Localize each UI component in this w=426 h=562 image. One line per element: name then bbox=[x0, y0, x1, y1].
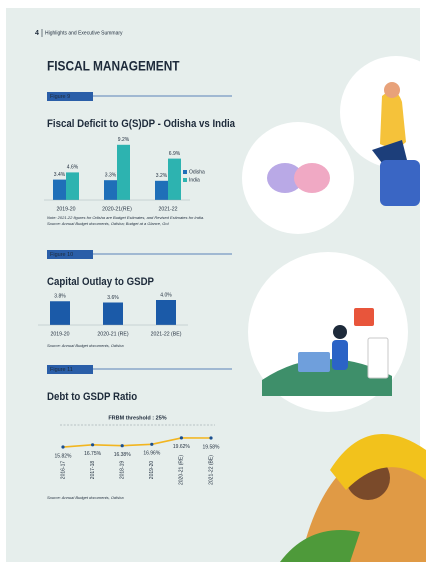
figure-band bbox=[47, 365, 93, 374]
x-tick-label: 2021-22 (BE) bbox=[151, 331, 182, 337]
figure-title: Fiscal Deficit to G(S)DP - Odisha vs Ind… bbox=[47, 118, 235, 130]
value-label: 19.62% bbox=[173, 444, 191, 450]
legend-label: Odisha bbox=[189, 169, 205, 175]
x-tick-label: 2019-20 bbox=[149, 461, 155, 480]
illustration-hill bbox=[262, 358, 392, 396]
x-tick-label: 2018-19 bbox=[120, 461, 126, 480]
bar bbox=[66, 172, 79, 200]
illustration-figure bbox=[380, 91, 406, 148]
threshold-label: FRBM threshold : 25% bbox=[108, 415, 166, 421]
data-point bbox=[61, 445, 65, 449]
x-tick-label: 2016-17 bbox=[60, 461, 66, 480]
value-label: 3.6% bbox=[107, 295, 119, 301]
header-section: Highlights and Executive Summary bbox=[45, 30, 123, 36]
bar bbox=[103, 302, 123, 325]
x-tick-label: 2019-20 bbox=[50, 331, 69, 337]
illustration-laptop bbox=[298, 352, 330, 372]
data-point bbox=[120, 444, 124, 448]
data-point bbox=[179, 436, 183, 440]
bar bbox=[117, 144, 130, 200]
bar bbox=[156, 300, 176, 325]
figure-label: Figure 10 bbox=[50, 252, 73, 258]
value-label: 19.58% bbox=[203, 444, 221, 450]
bar bbox=[53, 179, 66, 200]
illustration-head bbox=[333, 325, 347, 339]
illustration-head bbox=[384, 82, 400, 98]
figure-title: Debt to GSDP Ratio bbox=[47, 391, 137, 403]
page-heading: FISCAL MANAGEMENT bbox=[47, 58, 180, 74]
bar bbox=[155, 180, 168, 200]
bar bbox=[168, 158, 181, 200]
x-tick-label: 2020-21 (RE) bbox=[179, 455, 185, 485]
bar bbox=[50, 301, 70, 325]
value-label: 16.96% bbox=[143, 451, 161, 457]
x-tick-label: 2020-21(RE) bbox=[102, 206, 132, 212]
figure-band bbox=[47, 92, 93, 101]
figure-note: Source: Annual Budget documents, Odisha bbox=[47, 495, 124, 500]
legend-swatch bbox=[183, 170, 187, 174]
data-point bbox=[150, 442, 154, 446]
data-point bbox=[209, 436, 213, 440]
illustration-body bbox=[332, 340, 348, 370]
illustration-brain bbox=[294, 163, 330, 193]
illustration-board bbox=[367, 337, 389, 379]
figure-band bbox=[47, 250, 93, 259]
figure-note: Note: 2021-22 figures for Odisha are Bud… bbox=[47, 215, 204, 220]
figure-label: Figure 11 bbox=[50, 367, 73, 373]
value-label: 4.0% bbox=[160, 292, 172, 298]
illustration-device bbox=[380, 160, 420, 206]
value-label: 3.4% bbox=[54, 172, 66, 178]
value-label: 3.3% bbox=[105, 173, 117, 179]
legend-label: India bbox=[189, 177, 200, 183]
value-label: 3.2% bbox=[156, 173, 168, 179]
value-label: 3.8% bbox=[54, 294, 66, 300]
value-label: 16.38% bbox=[114, 452, 132, 458]
x-tick-label: 2019-20 bbox=[56, 206, 75, 212]
x-tick-label: 2020-21 (RE) bbox=[97, 331, 128, 337]
bar bbox=[104, 180, 117, 200]
illustration-scarf bbox=[330, 434, 426, 490]
figure-note: Source: Annual Budget documents, Odisha bbox=[47, 343, 124, 348]
value-label: 15.82% bbox=[55, 453, 73, 459]
value-label: 16.75% bbox=[84, 451, 102, 457]
x-tick-label: 2021-22 (BE) bbox=[208, 455, 214, 485]
value-label: 6.9% bbox=[169, 151, 181, 157]
illustration-brain bbox=[267, 163, 303, 193]
x-tick-label: 2017-18 bbox=[90, 461, 96, 480]
illustration-leaf bbox=[280, 530, 360, 562]
page-number: 4 bbox=[35, 30, 39, 37]
data-line bbox=[62, 437, 212, 448]
figure-label: Figure 9 bbox=[50, 94, 70, 100]
legend-swatch bbox=[183, 178, 187, 182]
x-tick-label: 2021-22 bbox=[158, 206, 177, 212]
figure-note: Source: Annual Budget documents, Odisha;… bbox=[47, 221, 170, 226]
data-point bbox=[91, 443, 95, 447]
figure-title: Capital Outlay to GSDP bbox=[47, 276, 154, 288]
value-label: 4.6% bbox=[67, 165, 79, 171]
illustration-icon bbox=[354, 308, 374, 326]
value-label: 9.2% bbox=[118, 137, 130, 143]
